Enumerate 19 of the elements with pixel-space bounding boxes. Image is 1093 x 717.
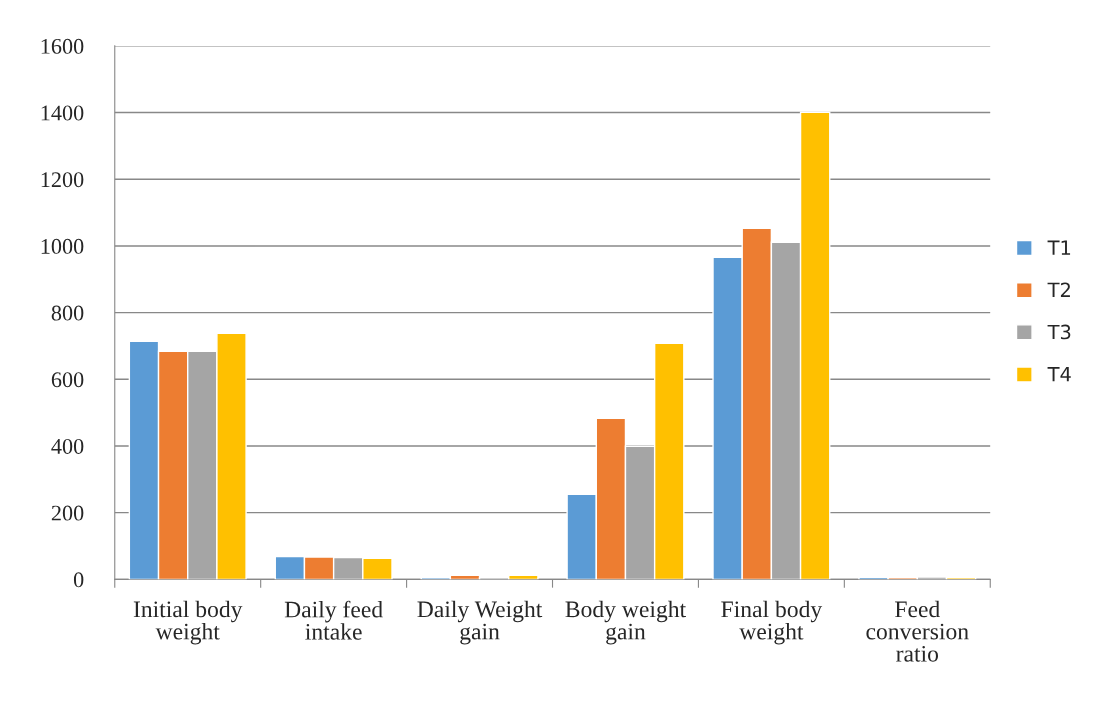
legend-label: T2 [1047, 282, 1070, 297]
y-tick-label: 1200 [41, 172, 84, 188]
x-tick-label: Body weight gain [565, 600, 686, 645]
legend-label: T3 [1047, 324, 1071, 340]
legend-label: T4 [1047, 367, 1071, 382]
y-tick-label: 1400 [41, 105, 84, 121]
y-tick-label: 200 [51, 505, 84, 521]
x-tick-label: Daily Weight gain [417, 600, 543, 645]
y-tick-label: 400 [51, 438, 84, 454]
y-tick-label: 600 [51, 372, 84, 388]
legend-label: T1 [1047, 240, 1071, 255]
y-tick-label: 0 [73, 572, 84, 588]
y-tick-label: 1000 [41, 238, 84, 254]
y-tick-label: 800 [51, 305, 84, 321]
y-tick-label: 1600 [41, 38, 84, 54]
x-tick-label: Feed conversion ratio [866, 600, 969, 662]
x-tick-label: Initial body weight [133, 600, 243, 645]
x-tick-label: Final body weight [721, 600, 823, 645]
x-tick-label: Daily feed intake [284, 600, 383, 640]
